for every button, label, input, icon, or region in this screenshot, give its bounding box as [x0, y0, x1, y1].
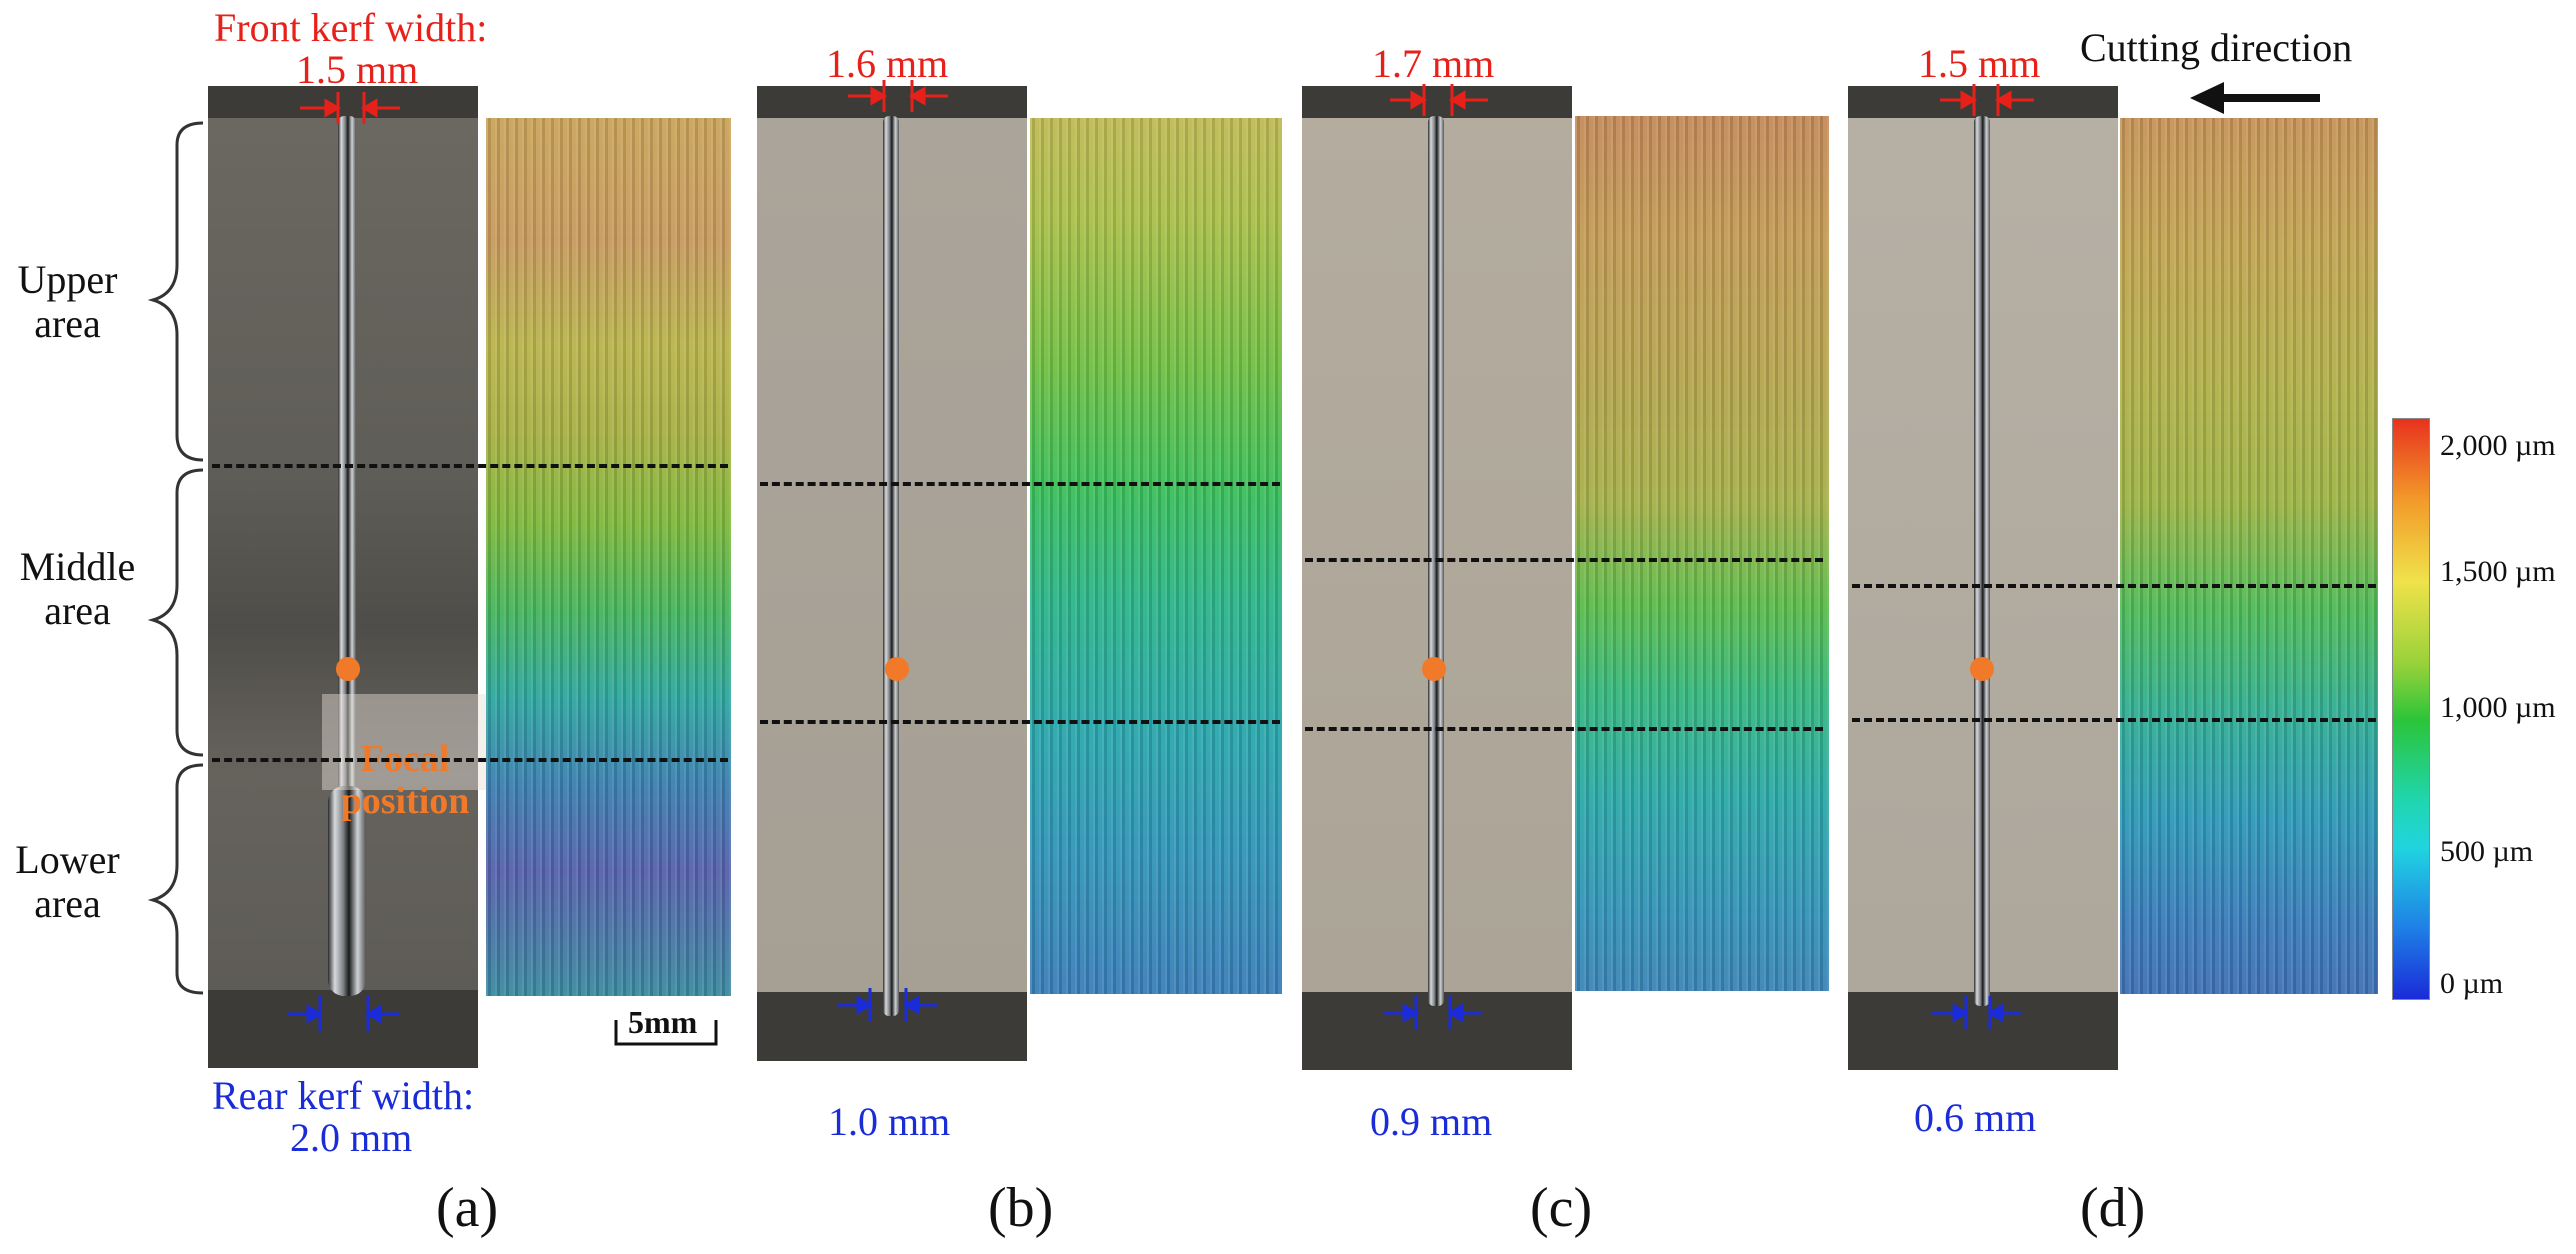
front-kerf-value-a: 1.5 mm: [296, 48, 418, 92]
rear-kerf-label-text: Rear kerf width:: [212, 1073, 475, 1118]
rear-arrows-b: [838, 988, 938, 1022]
rear-kerf-value-c: 0.9 mm: [1370, 1100, 1492, 1144]
front-kerf-value-d-text: 1.5 mm: [1918, 41, 2041, 86]
boundary-line-d-lower: [1852, 718, 2376, 722]
surface-map-c: [1575, 116, 1829, 991]
focal-position-box: [322, 694, 488, 790]
sample-photo-d: [1848, 86, 2118, 1070]
boundary-line-b-lower: [760, 720, 1280, 724]
rear-kerf-value-a: 2.0 mm: [290, 1116, 412, 1160]
upper-area-label: Upper area: [0, 258, 135, 346]
bottom-edge-a: [208, 990, 478, 1068]
surface-map-b: [1030, 118, 1282, 994]
focal-point-d: [1970, 657, 1994, 681]
top-edge-c: [1302, 86, 1572, 118]
boundary-line-c-upper: [1305, 558, 1823, 562]
kerf-b: [883, 116, 899, 1016]
cutting-direction-text: Cutting direction: [2080, 25, 2353, 70]
focal-point-a: [336, 657, 360, 681]
scale-bar: [614, 1020, 718, 1046]
colorbar-tick-1000-text: 1,000 µm: [2440, 691, 2556, 724]
front-kerf-label-text: Front kerf width:: [214, 5, 488, 50]
rear-kerf-value-d: 0.6 mm: [1914, 1096, 2036, 1140]
front-kerf-label-a: Front kerf width:: [214, 6, 487, 50]
surface-map-d: [2120, 118, 2378, 994]
colorbar-tick-1000: 1,000 µm: [2440, 686, 2556, 730]
region-braces: [147, 121, 204, 995]
sample-photo-b: [757, 86, 1027, 1061]
colorbar-tick-1500: 1,500 µm: [2440, 550, 2556, 594]
colorbar-tick-500: 500 µm: [2440, 830, 2533, 874]
caption-b-text: (b): [988, 1177, 1054, 1239]
front-arrows-b: [848, 80, 948, 112]
lower-brace: [147, 763, 204, 995]
front-arrows-d: [1940, 84, 2034, 116]
boundary-line-d-upper: [1852, 584, 2376, 588]
scale-bar-line: [614, 1020, 718, 1046]
rear-kerf-value-b: 1.0 mm: [828, 1100, 950, 1144]
boundary-line-b-upper: [760, 482, 1280, 486]
rear-kerf-label-a: Rear kerf width:: [212, 1074, 474, 1118]
sample-photo-a: [208, 86, 478, 1068]
colorbar-tick-1500-text: 1,500 µm: [2440, 555, 2556, 588]
rear-kerf-value-d-text: 0.6 mm: [1914, 1095, 2037, 1140]
colorbar-tick-0: 0 µm: [2440, 962, 2503, 1006]
top-edge-b: [757, 86, 1027, 118]
rear-arrows-d: [1932, 996, 2022, 1030]
colorbar-tick-2000-text: 2,000 µm: [2440, 429, 2556, 462]
colorbar-tick-2000: 2,000 µm: [2440, 424, 2556, 468]
front-kerf-value-d: 1.5 mm: [1918, 42, 2040, 86]
front-kerf-value-b: 1.6 mm: [826, 42, 948, 86]
caption-c: (c): [1530, 1176, 1592, 1240]
cutting-direction-label: Cutting direction: [2080, 26, 2352, 70]
caption-d: (d): [2080, 1176, 2145, 1240]
boundary-line-a-upper: [212, 464, 728, 468]
colorbar: [2392, 418, 2430, 1000]
front-kerf-value-c-text: 1.7 mm: [1372, 41, 1495, 86]
caption-a: (a): [436, 1176, 498, 1240]
rear-kerf-value-b-text: 1.0 mm: [828, 1099, 951, 1144]
middle-brace: [147, 468, 204, 757]
focal-point-b: [885, 657, 909, 681]
kerf-a-bottom: [328, 786, 366, 996]
rear-kerf-value-c-text: 0.9 mm: [1370, 1099, 1493, 1144]
rear-arrows-a: [288, 996, 400, 1032]
scale-bar-label: 5mm: [628, 1004, 697, 1041]
top-edge-a: [208, 86, 478, 118]
front-arrows-c: [1390, 84, 1488, 116]
cutting-direction-arrow: [2190, 82, 2320, 114]
upper-area-text: Upper area: [17, 257, 118, 346]
boundary-line-c-lower: [1305, 727, 1823, 731]
lower-area-label: Lower area: [0, 838, 135, 926]
kerf-a: [338, 116, 356, 996]
rear-kerf-value-text: 2.0 mm: [290, 1115, 413, 1160]
top-edge-d: [1848, 86, 2118, 118]
arrow-head: [2190, 82, 2224, 114]
lower-area-text: Lower area: [15, 837, 120, 926]
front-kerf-value-c: 1.7 mm: [1372, 42, 1494, 86]
boundary-line-a-lower: [212, 758, 728, 762]
middle-area-label: Middle area: [0, 545, 155, 633]
upper-brace: [147, 121, 204, 462]
colorbar-tick-0-text: 0 µm: [2440, 967, 2504, 1000]
front-arrows-a: [300, 92, 400, 124]
middle-area-text: Middle area: [19, 544, 136, 633]
front-kerf-value-b-text: 1.6 mm: [826, 41, 949, 86]
caption-b: (b): [988, 1176, 1053, 1240]
kerf-d: [1974, 116, 1990, 1006]
colorbar-tick-500-text: 500 µm: [2440, 835, 2534, 868]
front-kerf-value-text: 1.5 mm: [296, 47, 419, 92]
caption-a-text: (a): [436, 1177, 499, 1239]
sample-photo-c: [1302, 86, 1572, 1070]
caption-c-text: (c): [1530, 1177, 1593, 1239]
caption-d-text: (d): [2080, 1177, 2146, 1239]
surface-map-a: [486, 118, 731, 996]
scale-bar-text: 5mm: [628, 1004, 698, 1040]
focal-point-c: [1422, 657, 1446, 681]
rear-arrows-c: [1384, 996, 1482, 1030]
